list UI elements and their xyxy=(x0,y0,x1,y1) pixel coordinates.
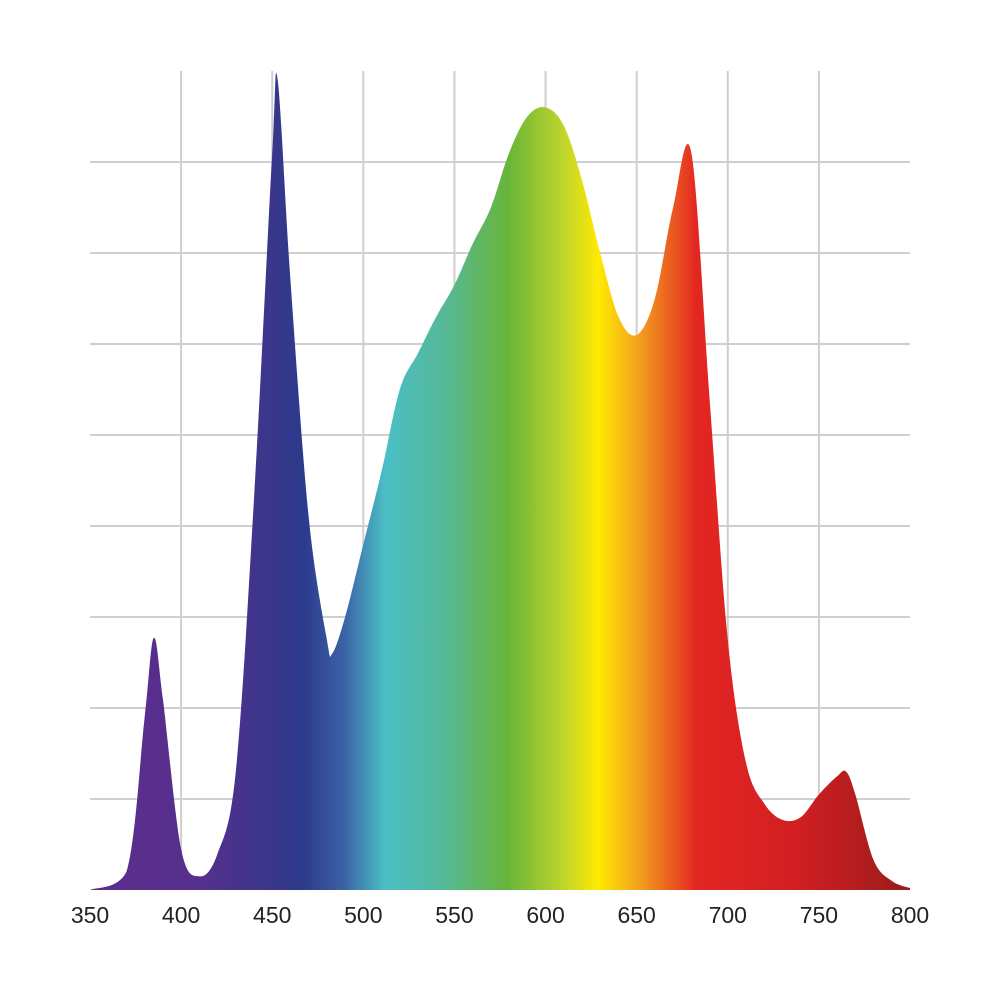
x-tick-label: 450 xyxy=(253,902,291,928)
plot xyxy=(90,72,910,891)
spectrum-area xyxy=(90,72,910,891)
x-tick-label: 750 xyxy=(800,902,838,928)
x-tick-label: 600 xyxy=(526,902,564,928)
x-tick-label: 550 xyxy=(435,902,473,928)
x-tick-label: 400 xyxy=(162,902,200,928)
x-tick-label: 650 xyxy=(617,902,655,928)
x-tick-label: 700 xyxy=(709,902,747,928)
x-tick-label: 350 xyxy=(71,902,109,928)
x-tick-label: 800 xyxy=(891,902,929,928)
x-tick-label: 500 xyxy=(344,902,382,928)
x-axis: 350 400 450 500 550 600 650 700 750 800 xyxy=(71,902,929,928)
